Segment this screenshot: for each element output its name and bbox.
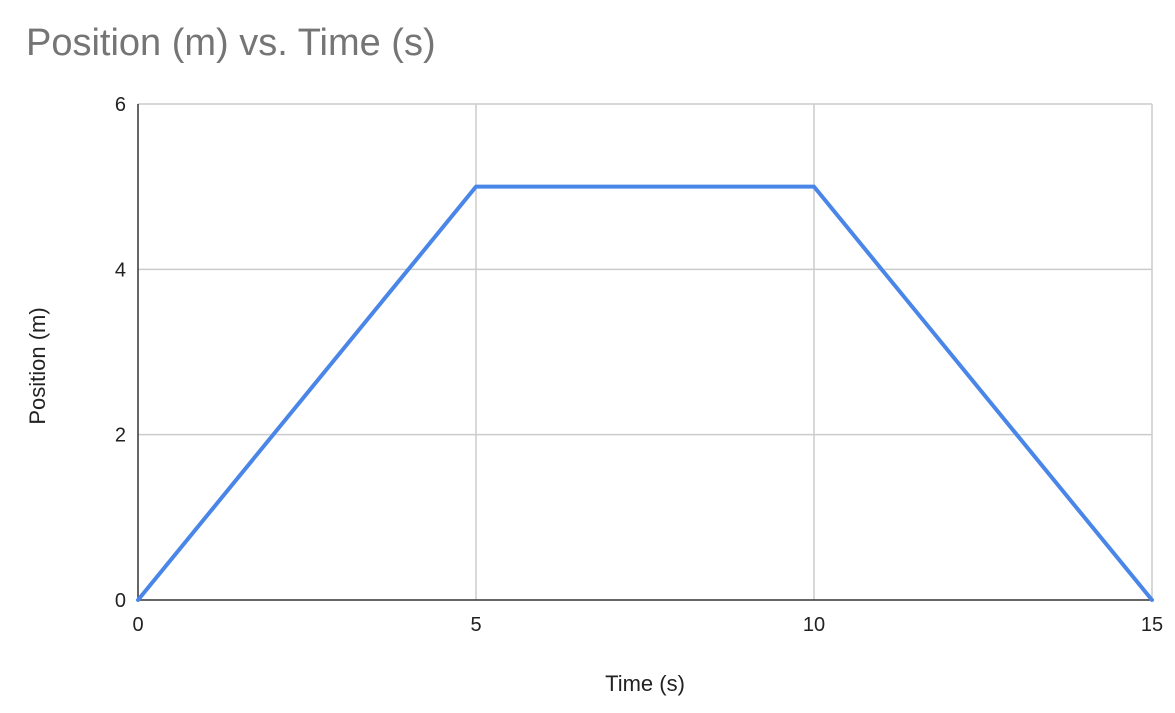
x-tick-label: 0: [132, 614, 143, 636]
series-layer: [136, 184, 1154, 602]
x-axis-title: Time (s): [605, 671, 685, 696]
y-axis-title: Position (m): [25, 307, 50, 424]
x-tick-label: 10: [803, 614, 825, 636]
y-tick-label: 6: [115, 94, 126, 116]
axis-layer: [137, 104, 1152, 601]
tick-layer: 0 2 4 6 0 5 10 15: [115, 94, 1163, 636]
grid-layer: [138, 103, 1153, 600]
y-tick-label: 0: [115, 590, 126, 612]
y-tick-label: 2: [115, 425, 126, 447]
x-tick-label: 15: [1141, 614, 1163, 636]
y-tick-label: 4: [115, 259, 126, 281]
series-line: [136, 184, 1154, 602]
chart-title: Position (m) vs. Time (s): [26, 22, 436, 64]
x-tick-label: 5: [470, 614, 481, 636]
